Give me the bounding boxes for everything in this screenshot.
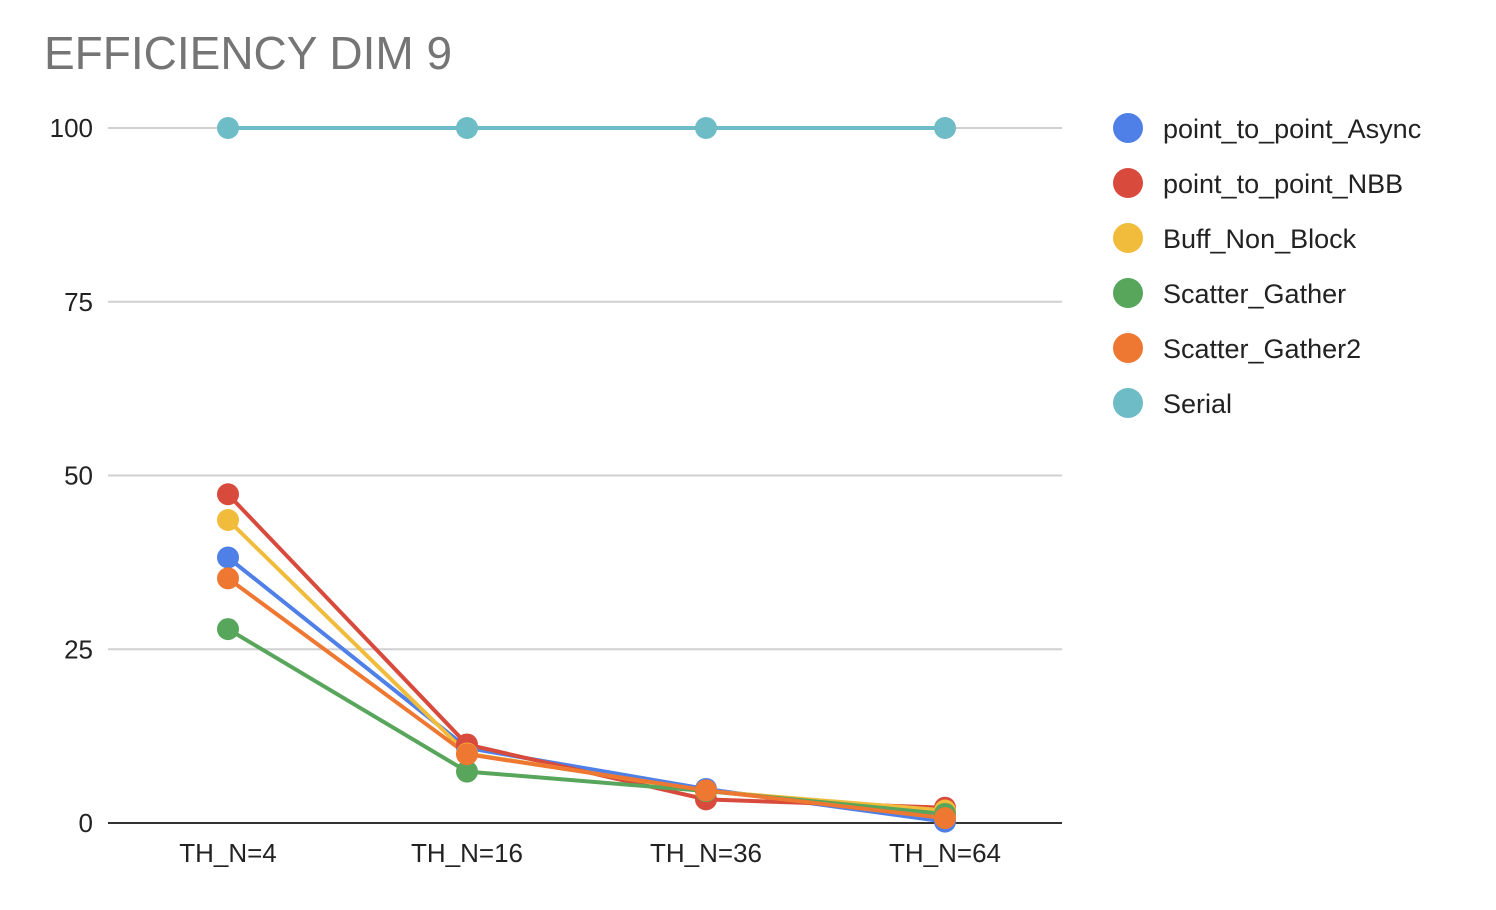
x-tick-label: TH_N=64 xyxy=(889,838,1001,868)
legend-label: point_to_point_NBB xyxy=(1163,169,1403,199)
legend: point_to_point_Async point_to_point_NBB Bu… xyxy=(1113,113,1421,419)
legend-label: point_to_point_Async xyxy=(1163,114,1421,144)
legend-swatch xyxy=(1113,278,1143,308)
data-point-Scatter_Gather xyxy=(456,760,478,783)
series-line-point_to_point_NBB xyxy=(226,492,947,810)
data-point-Scatter_Gather2 xyxy=(456,743,478,766)
y-tick-label: 25 xyxy=(64,634,93,664)
series-lines xyxy=(226,126,947,824)
data-point-point_to_point_Async xyxy=(217,546,239,569)
legend-label: Scatter_Gather xyxy=(1163,279,1346,309)
legend-label: Buff_Non_Block xyxy=(1163,224,1357,254)
series-points xyxy=(217,117,956,833)
x-tick-label: TH_N=16 xyxy=(411,838,523,868)
legend-swatch xyxy=(1113,113,1143,143)
y-tick-label: 50 xyxy=(64,461,93,491)
data-point-Serial xyxy=(695,117,717,139)
legend-swatch xyxy=(1113,223,1143,253)
data-point-Serial xyxy=(217,117,239,139)
y-axis-ticks: 0 25 50 75 100 xyxy=(50,113,93,838)
series-line-Scatter_Gather2 xyxy=(226,576,947,821)
gridlines xyxy=(108,127,1062,651)
y-tick-label: 100 xyxy=(50,113,93,143)
legend-swatch xyxy=(1113,388,1143,418)
x-tick-label: TH_N=36 xyxy=(650,838,762,868)
data-point-Buff_Non_Block xyxy=(217,508,239,531)
legend-swatch xyxy=(1113,333,1143,363)
legend-label: Scatter_Gather2 xyxy=(1163,334,1361,364)
x-tick-label: TH_N=4 xyxy=(179,838,277,868)
chart-title: EFFICIENCY DIM 9 xyxy=(44,27,453,79)
y-tick-label: 75 xyxy=(64,287,93,317)
data-point-Serial xyxy=(456,117,478,139)
data-point-Serial xyxy=(934,117,956,139)
data-point-Scatter_Gather2 xyxy=(695,779,717,802)
data-point-Scatter_Gather xyxy=(217,618,239,641)
x-axis-ticks: TH_N=4 TH_N=16 TH_N=36 TH_N=64 xyxy=(179,838,1001,868)
data-point-Scatter_Gather2 xyxy=(217,567,239,590)
legend-swatch xyxy=(1113,168,1143,198)
data-point-point_to_point_NBB xyxy=(217,483,239,506)
legend-label: Serial xyxy=(1163,389,1232,419)
data-point-Scatter_Gather2 xyxy=(934,807,956,830)
y-tick-label: 0 xyxy=(79,808,93,838)
